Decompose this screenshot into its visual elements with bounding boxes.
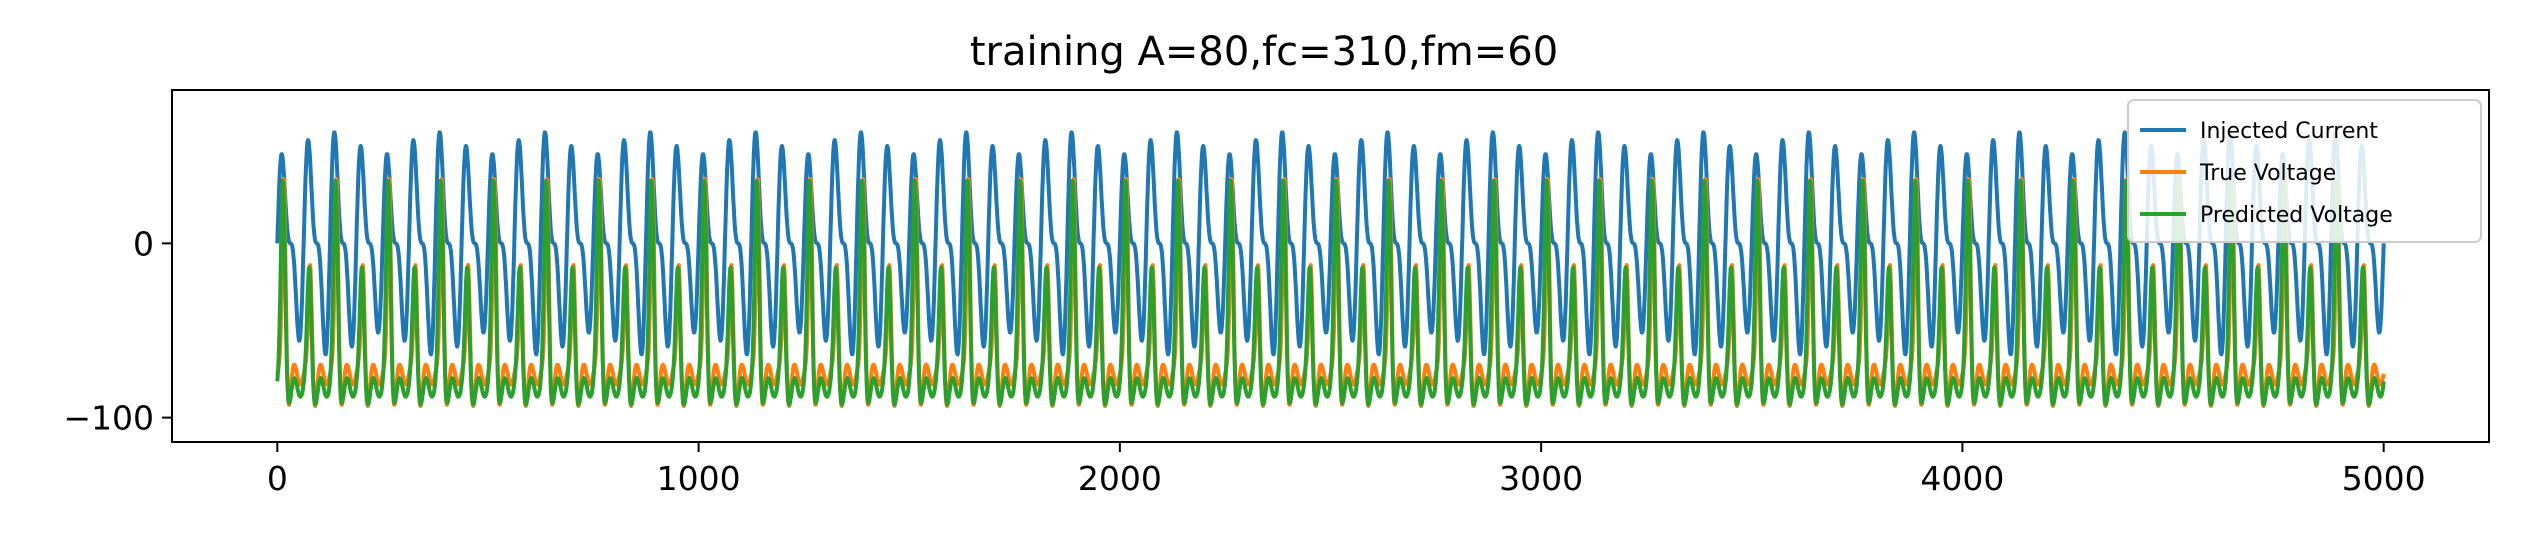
series-line-3 — [275, 178, 2386, 407]
legend: Injected Current True Voltage Predicted Vo… — [2127, 99, 2482, 243]
legend-box — [2127, 99, 2482, 243]
x-tick-label: 0 — [267, 459, 288, 498]
chart-title: training A=80,fc=310,fm=60 — [970, 29, 1558, 75]
x-axis: 0 1000 2000 3000 4000 5000 — [267, 442, 2426, 498]
y-axis: 0 −100 — [63, 224, 172, 438]
series-layer — [275, 130, 2386, 408]
legend-label: Injected Current — [2200, 119, 2378, 144]
x-tick-label: 2000 — [1078, 459, 1162, 498]
series-line-1 — [275, 130, 2386, 357]
x-tick-label: 5000 — [2342, 459, 2426, 498]
x-tick-label: 4000 — [1920, 459, 2004, 498]
plot-frame — [171, 89, 2490, 443]
x-tick-label: 3000 — [1499, 459, 1583, 498]
x-tick-label: 1000 — [657, 459, 741, 498]
y-tick-label: 0 — [133, 224, 154, 263]
legend-label: True Voltage — [2199, 161, 2336, 186]
legend-label: Predicted Voltage — [2200, 203, 2393, 228]
y-tick-label: −100 — [63, 399, 154, 438]
